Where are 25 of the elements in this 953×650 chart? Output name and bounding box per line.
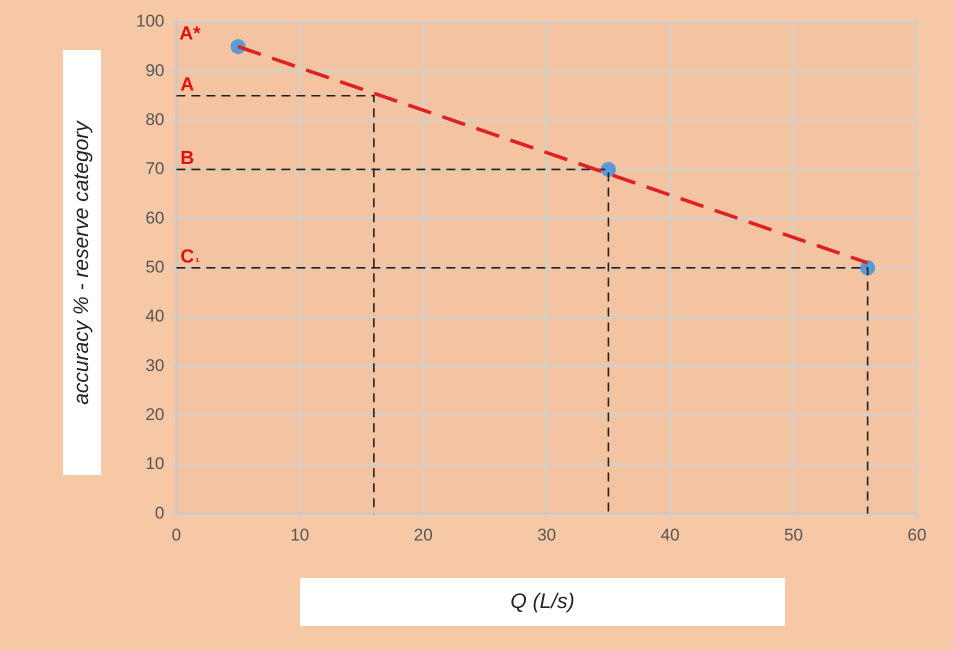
annotation: B: [180, 148, 194, 170]
y-tick-label: 50: [145, 257, 164, 276]
x-tick-label: 60: [908, 525, 926, 544]
x-tick-label: 40: [660, 525, 680, 544]
y-tick-label: 40: [145, 306, 164, 326]
y-tick-label: 100: [136, 12, 164, 31]
y-tick-label: 0: [154, 503, 164, 522]
y-tick-label: 10: [145, 454, 164, 474]
x-tick-label: 50: [784, 525, 804, 544]
annotation: A*: [179, 24, 202, 45]
annotation: A: [180, 74, 194, 96]
y-tick-label: 80: [145, 110, 164, 130]
x-axis-title: Q (L/s): [300, 578, 785, 626]
y-tick-label: 20: [145, 404, 164, 424]
x-tick-label: 10: [290, 525, 310, 544]
y-axis-title: accuracy % - reserve category: [70, 120, 94, 404]
y-tick-label: 70: [145, 159, 164, 178]
point: [600, 162, 616, 177]
x-tick-label: 0: [172, 525, 182, 544]
x-tick-label: 20: [414, 525, 433, 544]
y-tick-label: 30: [145, 356, 164, 375]
y-tick-label: 90: [145, 60, 164, 80]
x-tick-label: 30: [537, 525, 556, 544]
y-tick-label: 60: [145, 208, 164, 228]
annotation: C₁: [180, 246, 200, 268]
